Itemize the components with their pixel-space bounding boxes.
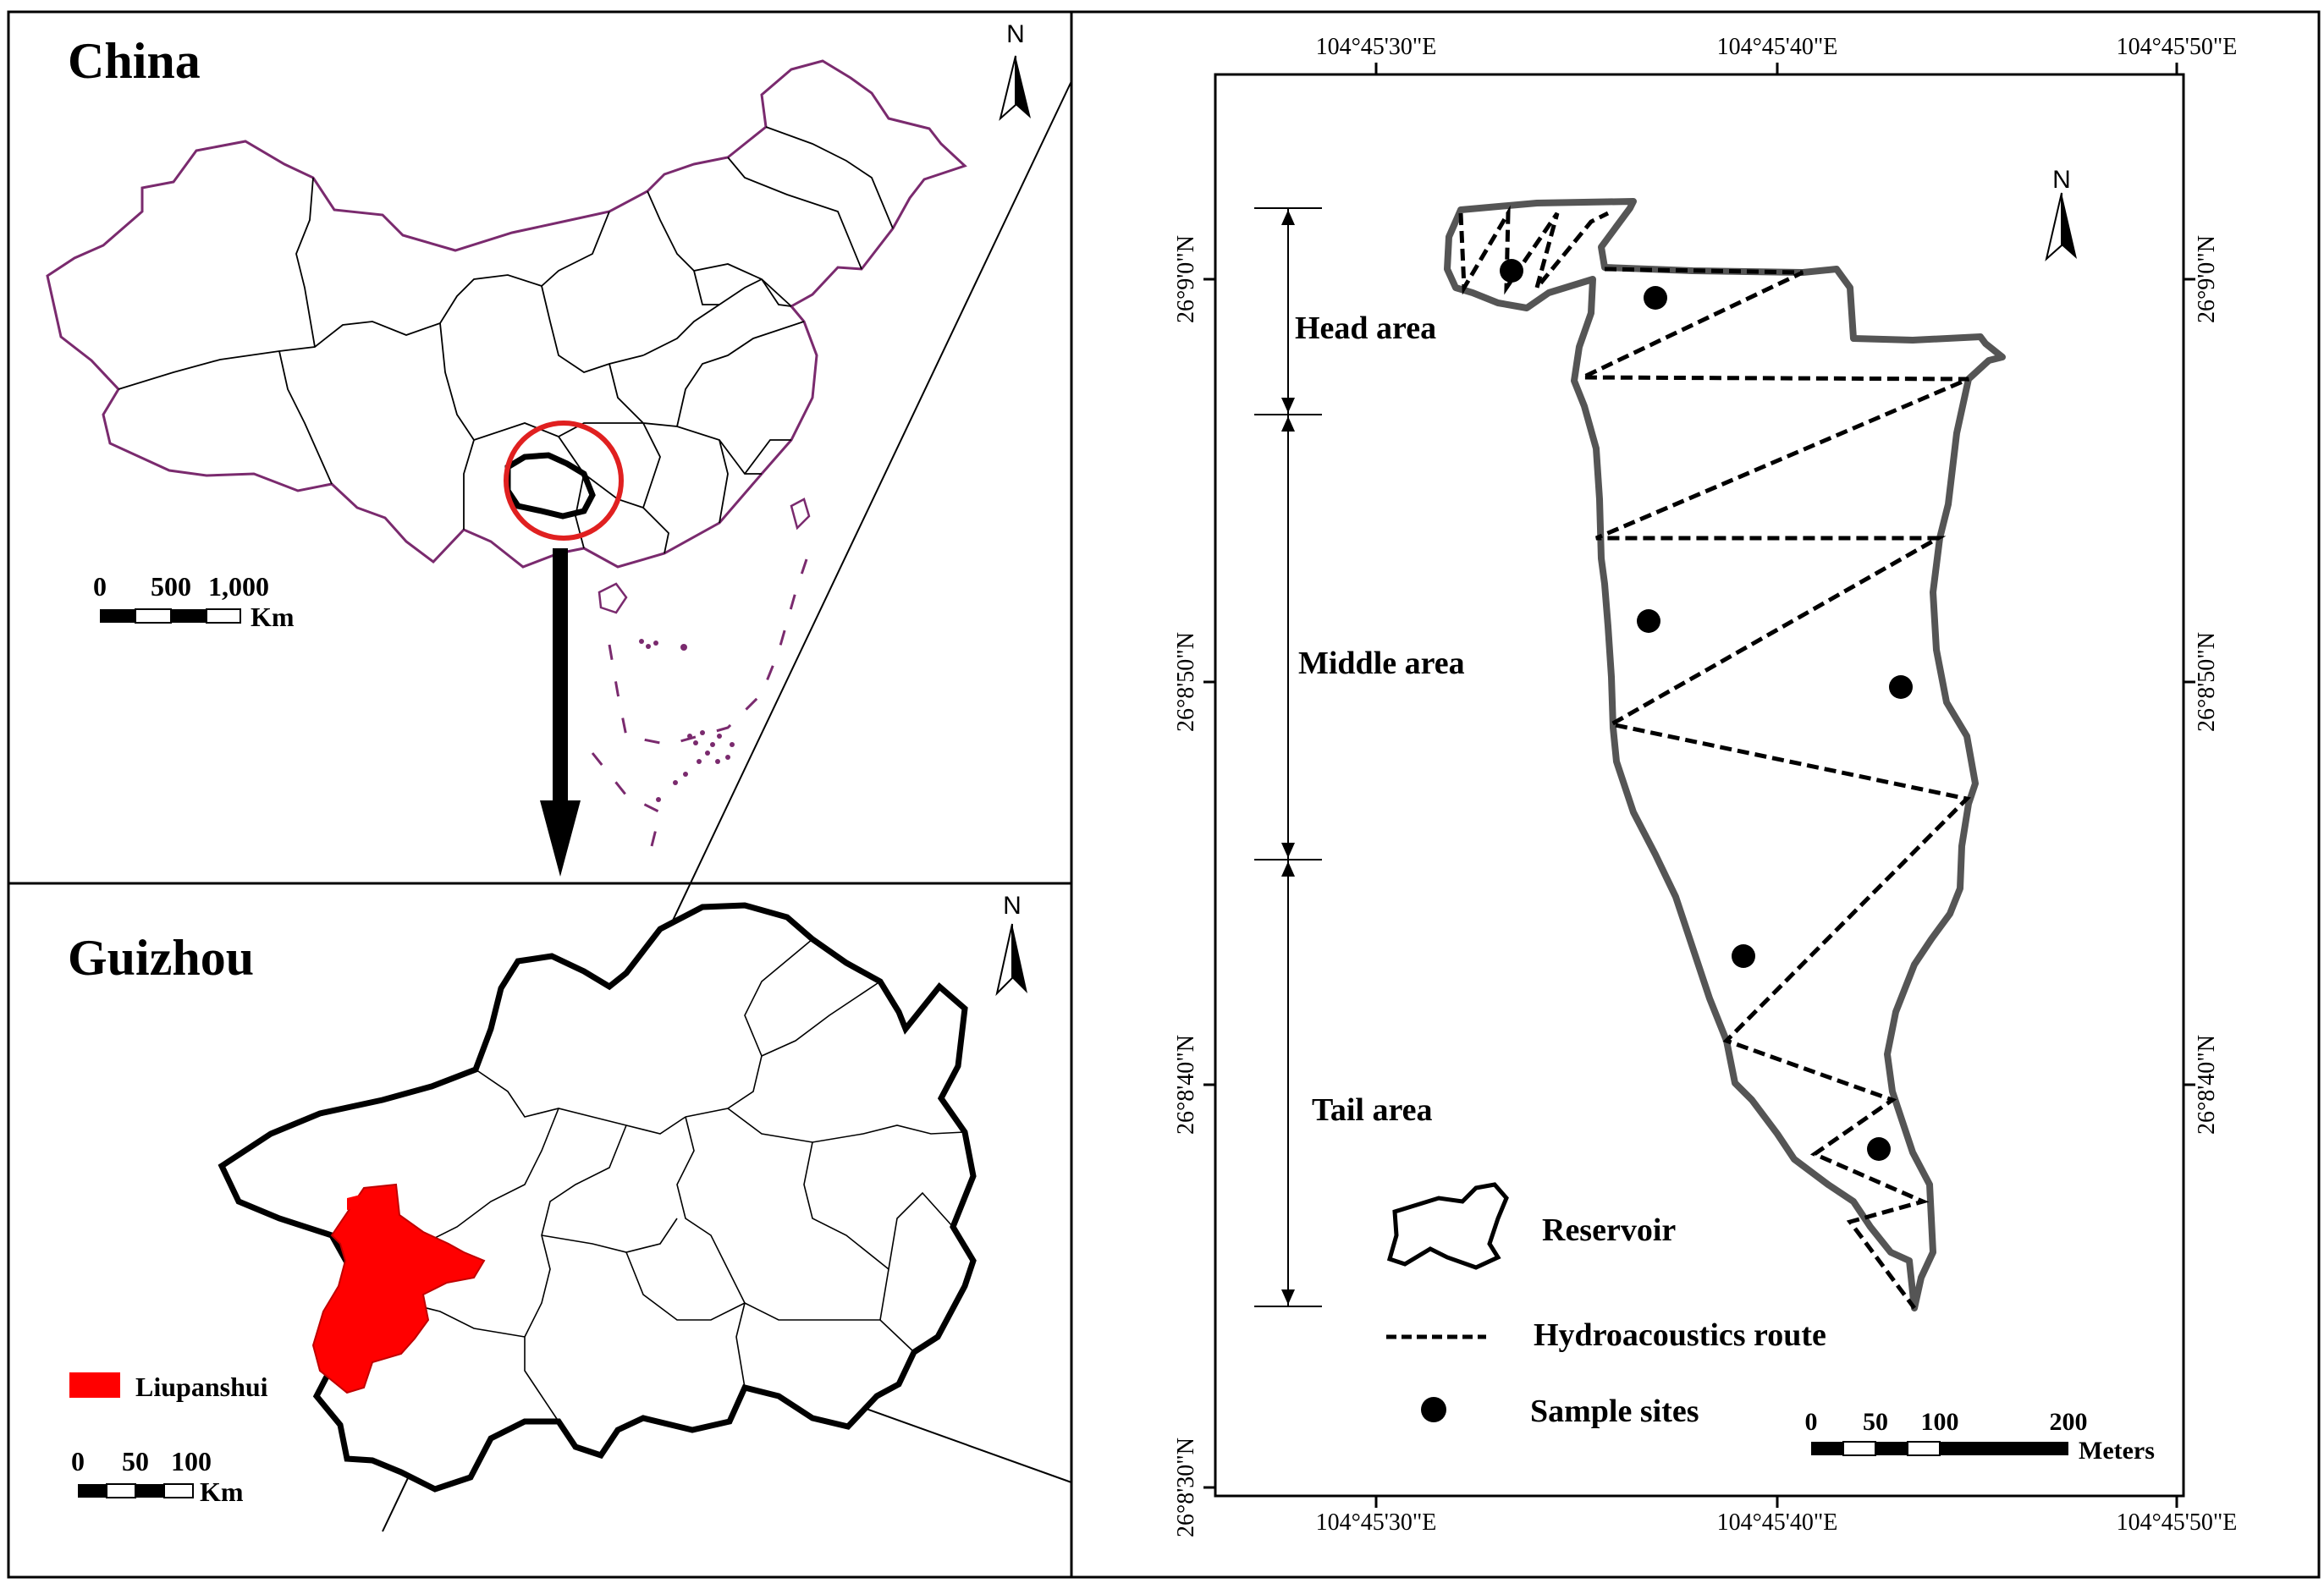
lat-label-right-1: 26°8'50"N: [2194, 632, 2220, 732]
lon-label-bottom-0: 104°45'30"E: [1316, 1509, 1437, 1536]
liupanshui-region: [311, 1183, 486, 1394]
zone-bracket-arrowheads: [1281, 210, 1295, 1305]
china-scale-unit: Km: [251, 602, 295, 632]
sample-site-6: [1867, 1137, 1891, 1161]
guizhou-title: Guizhou: [68, 930, 254, 986]
hydroacoustics-route: [1458, 205, 1972, 1310]
guizhou-north-arrow-icon: N: [995, 892, 1027, 997]
sample-site-5: [1732, 944, 1755, 968]
reservoir-legend-label: Reservoir: [1542, 1212, 1676, 1248]
longitude-labels: 104°45'30"E 104°45'40"E 104°45'50"E 104°…: [1316, 34, 2238, 1536]
guizhou-legend: Liupanshui: [69, 1372, 268, 1402]
reservoir-scale-bar: 0 50 100 200 Meters: [1805, 1408, 2155, 1465]
lat-label-left-0: 26°9'0"N: [1173, 235, 1199, 323]
route-legend-label: Hydroacoustics route: [1534, 1317, 1826, 1353]
zone-brackets: [1254, 207, 1322, 1307]
reservoir-north-label: N: [2052, 166, 2071, 194]
sample-site-1: [1500, 259, 1523, 283]
lat-label-right-2: 26°8'40"N: [2194, 1035, 2220, 1135]
sample-sites: [1500, 259, 1913, 1161]
reservoir-outline: [1444, 198, 2006, 1311]
sample-site-4: [1889, 675, 1913, 699]
meters-scale-unit: Meters: [2079, 1437, 2155, 1465]
meters-scale-tick-2: 100: [1921, 1408, 1959, 1436]
head-area-label: Head area: [1295, 311, 1436, 346]
china-scale-tick-2: 1,000: [208, 571, 269, 602]
china-title: China: [68, 33, 201, 89]
sample-sites-legend-label: Sample sites: [1530, 1394, 1699, 1429]
latitude-labels: 26°9'0"N 26°8'50"N 26°8'40"N 26°8'30"N 2…: [1173, 235, 2220, 1537]
sample-site-2: [1644, 286, 1667, 310]
guizhou-scale-unit: Km: [200, 1476, 244, 1507]
middle-area-label: Middle area: [1298, 646, 1465, 681]
sample-sites-legend-symbol: [1421, 1397, 1446, 1422]
lat-label-left-1: 26°8'50"N: [1173, 632, 1199, 732]
guizhou-highlight-circle: [504, 421, 624, 541]
china-scale-tick-0: 0: [93, 571, 107, 602]
liupanshui-legend-swatch: [69, 1372, 120, 1398]
liupanshui-legend-label: Liupanshui: [135, 1372, 268, 1402]
china-scale-tick-1: 500: [151, 571, 191, 602]
lat-label-left-2: 26°8'40"N: [1173, 1035, 1199, 1135]
china-north-arrow-icon: N: [999, 20, 1031, 121]
guizhou-north-label: N: [1003, 892, 1022, 920]
reservoir-map-frame: [1214, 73, 2185, 1498]
sample-site-3: [1637, 609, 1660, 633]
lon-label-top-1: 104°45'40"E: [1717, 34, 1838, 60]
china-scale-bar: 0 500 1,000 Km: [93, 571, 295, 632]
guizhou-scale-bar: 0 50 100 Km: [71, 1446, 244, 1507]
lon-label-bottom-1: 104°45'40"E: [1717, 1509, 1838, 1536]
down-arrow-icon: [540, 548, 581, 877]
meters-scale-tick-3: 200: [2050, 1408, 2088, 1436]
reservoir-legend: Reservoir Hydroacoustics route Sample si…: [1386, 1182, 1826, 1429]
lon-label-bottom-2: 104°45'50"E: [2117, 1509, 2238, 1536]
guizhou-scale-tick-1: 50: [122, 1446, 149, 1476]
guizhou-map: [218, 902, 977, 1493]
lon-label-top-0: 104°45'30"E: [1316, 34, 1437, 60]
meters-scale-tick-0: 0: [1805, 1408, 1818, 1436]
meters-scale-tick-1: 50: [1863, 1408, 1888, 1436]
guizhou-scale-tick-0: 0: [71, 1446, 85, 1476]
lon-label-top-2: 104°45'50"E: [2117, 34, 2238, 60]
lat-label-left-3: 26°8'30"N: [1173, 1438, 1199, 1537]
china-map: [46, 59, 967, 847]
china-north-label: N: [1006, 20, 1025, 48]
reservoir-legend-symbol: [1386, 1182, 1509, 1270]
reservoir-panel-frame: [1070, 10, 2321, 1579]
reservoir-north-arrow-icon: N: [2045, 166, 2077, 261]
tail-area-label: Tail area: [1312, 1092, 1433, 1128]
lat-label-right-0: 26°9'0"N: [2194, 235, 2220, 323]
guizhou-scale-tick-2: 100: [171, 1446, 212, 1476]
graticule-ticks: [1203, 63, 2195, 1508]
